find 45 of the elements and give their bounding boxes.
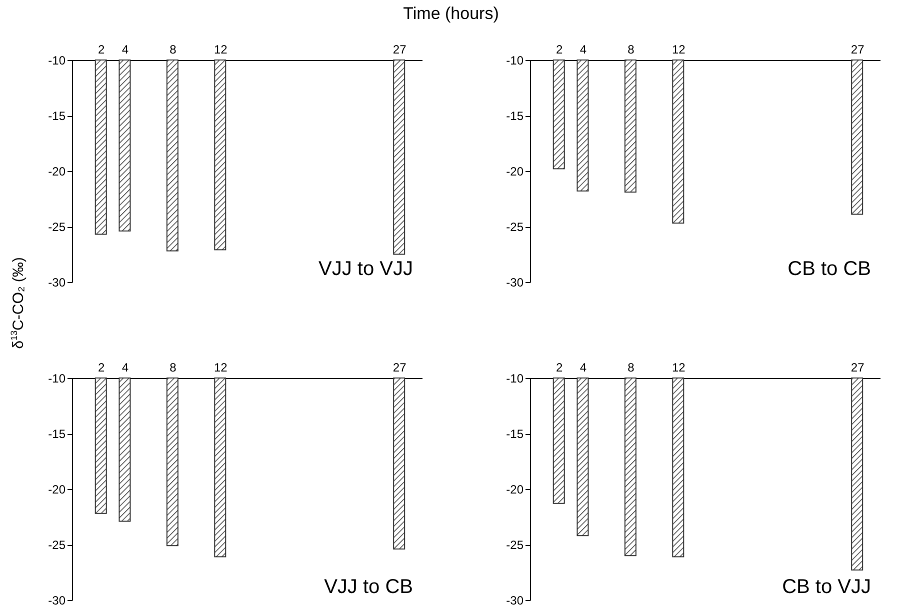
x-tick-label: 2 — [556, 360, 564, 374]
x-axis-title: Time (hours) — [402, 4, 500, 24]
y-tick-label: -10 — [48, 372, 66, 386]
x-tick-label: 4 — [580, 42, 587, 56]
annotation: VJJ to VJJ — [318, 258, 413, 280]
y-tick-label: -15 — [506, 109, 524, 123]
annotation: CB to CB — [788, 258, 871, 280]
x-tick-label: 8 — [628, 360, 635, 374]
x-tick-label: 2 — [98, 42, 106, 56]
y-tick-label: -30 — [48, 276, 66, 290]
x-tick-label: 4 — [122, 360, 129, 374]
x-tick-label: 2 — [556, 42, 564, 56]
y-tick-label: -30 — [48, 594, 66, 606]
x-tick-label: 27 — [392, 360, 407, 374]
x-tick-label: 8 — [170, 42, 177, 56]
x-tick-label: 8 — [170, 360, 177, 374]
y-tick-label: -20 — [48, 164, 66, 178]
x-tick-label: 4 — [122, 42, 129, 56]
y-tick-label: -20 — [48, 482, 66, 496]
y-tick-label: -10 — [506, 54, 524, 68]
y-tick-label: -30 — [506, 276, 524, 290]
x-tick-label: 2 — [98, 360, 106, 374]
y-tick-label: -15 — [506, 427, 524, 441]
annotation: CB to VJJ — [782, 576, 871, 598]
y-tick-label: -25 — [506, 220, 524, 234]
x-tick-label: 12 — [672, 360, 686, 374]
x-tick-label: 4 — [580, 360, 587, 374]
y-tick-label: -20 — [506, 164, 524, 178]
x-tick-label: 27 — [392, 42, 407, 56]
x-tick-label: 27 — [850, 360, 865, 374]
y-tick-label: -25 — [48, 538, 66, 552]
y-tick-label: -10 — [48, 54, 66, 68]
y-tick-label: -25 — [48, 220, 66, 234]
y-tick-label: -30 — [506, 594, 524, 606]
y-tick-label: -10 — [506, 372, 524, 386]
x-tick-label: 8 — [628, 42, 635, 56]
y-tick-label: -15 — [48, 427, 66, 441]
x-tick-label: 12 — [214, 42, 228, 56]
y-tick-label: -25 — [506, 538, 524, 552]
x-tick-label: 12 — [214, 360, 228, 374]
y-tick-label: -15 — [48, 109, 66, 123]
y-tick-label: -20 — [506, 482, 524, 496]
x-tick-label: 27 — [850, 42, 865, 56]
x-tick-label: 12 — [672, 42, 686, 56]
annotation: VJJ to CB — [324, 576, 413, 598]
